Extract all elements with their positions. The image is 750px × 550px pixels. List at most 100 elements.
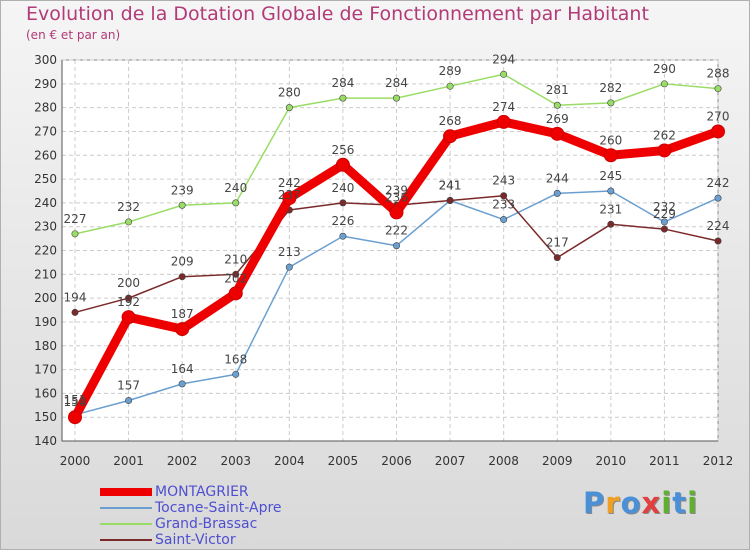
y-tick-label: 150 [34,410,57,424]
logo-letter: i [661,486,673,520]
logo-letter: P [583,486,606,520]
y-tick-label: 200 [34,291,57,305]
point-grand-brassac [553,101,561,109]
legend-swatch-montagrier [100,488,152,496]
point-grand-brassac [660,80,668,88]
x-tick-label: 2008 [488,454,519,468]
data-label-montagrier: 192 [117,295,140,309]
point-grand-brassac [500,70,508,78]
y-tick-label: 210 [34,267,57,281]
data-label-saint-victor: 231 [599,202,622,216]
point-montagrier [228,286,243,301]
data-label-tocane-saint-apre: 213 [278,245,301,259]
point-montagrier [335,157,350,172]
x-tick-label: 2005 [328,454,359,468]
y-tick-label: 190 [34,315,57,329]
data-label-grand-brassac: 239 [171,183,194,197]
data-label-tocane-saint-apre: 245 [599,169,622,183]
point-montagrier [282,191,297,206]
point-grand-brassac [232,199,240,207]
point-saint-victor [339,199,347,207]
data-label-montagrier: 274 [492,100,515,114]
legend-item-montagrier: MONTAGRIER [100,484,282,500]
point-montagrier [443,129,458,144]
point-tocane-saint-apre [500,216,508,224]
point-tocane-saint-apre [392,242,400,250]
point-saint-victor [553,254,561,262]
y-tick-label: 240 [34,196,57,210]
data-label-grand-brassac: 289 [439,64,462,78]
legend-label-montagrier: MONTAGRIER [155,484,249,500]
data-label-grand-brassac: 282 [599,81,622,95]
data-label-tocane-saint-apre: 164 [171,362,194,376]
legend: MONTAGRIER Tocane-Saint-Apre Grand-Brass… [100,484,282,548]
y-tick-label: 140 [34,434,57,448]
data-label-tocane-saint-apre: 222 [385,224,408,238]
point-saint-victor [446,196,454,204]
data-label-saint-victor: 194 [64,290,87,304]
point-saint-victor [178,273,186,281]
data-label-tocane-saint-apre: 241 [439,178,462,192]
grid [61,59,719,442]
data-label-saint-victor: 210 [224,252,247,266]
legend-item-saint-victor: Saint-Victor [100,532,282,548]
data-label-grand-brassac: 232 [117,200,140,214]
value-labels: 227 232 239 240 280 284 284 289 294 281 282 290 288 1… [64,52,730,409]
point-tocane-saint-apre [285,263,293,271]
data-label-grand-brassac: 227 [64,212,87,226]
x-tick-label: 2001 [113,454,144,468]
data-label-tocane-saint-apre: 151 [64,393,87,407]
x-tick-label: 2003 [220,454,251,468]
data-label-grand-brassac: 290 [653,62,676,76]
data-label-saint-victor: 200 [117,276,140,290]
legend-label-grand-brassac: Grand-Brassac [155,516,258,532]
point-grand-brassac [446,82,454,90]
point-tocane-saint-apre [232,370,240,378]
data-label-montagrier: 269 [546,112,569,126]
legend-swatch-tocane [100,507,152,509]
data-label-montagrier: 270 [707,109,730,123]
point-grand-brassac [125,218,133,226]
point-montagrier [603,148,618,163]
proxiti-logo: Proxiti [583,486,698,520]
legend-item-tocane: Tocane-Saint-Apre [100,500,282,516]
y-tick-label: 270 [34,124,57,138]
point-grand-brassac [71,230,79,238]
data-label-grand-brassac: 294 [492,52,515,66]
point-saint-victor [500,192,508,200]
x-tick-label: 2012 [703,454,734,468]
data-label-grand-brassac: 288 [707,67,730,81]
data-label-montagrier: 256 [331,143,354,157]
point-montagrier [175,322,190,337]
legend-swatch-saint-victor [100,539,152,541]
data-label-tocane-saint-apre: 157 [117,379,140,393]
x-tick-label: 2009 [542,454,573,468]
point-saint-victor [232,270,240,278]
data-label-montagrier: 242 [278,176,301,190]
data-label-saint-victor: 229 [653,207,676,221]
point-tocane-saint-apre [607,187,615,195]
data-label-saint-victor: 239 [385,183,408,197]
point-grand-brassac [178,201,186,209]
point-tocane-saint-apre [339,232,347,240]
data-label-montagrier: 260 [599,133,622,147]
point-tocane-saint-apre [178,380,186,388]
data-label-grand-brassac: 284 [385,76,408,90]
y-tick-label: 170 [34,363,57,377]
data-label-saint-victor: 243 [492,174,515,188]
data-label-tocane-saint-apre: 168 [224,352,247,366]
data-label-saint-victor: 217 [546,236,569,250]
legend-swatch-grand-brassac [100,523,152,525]
data-label-saint-victor: 241 [439,178,462,192]
data-label-montagrier: 150 [64,395,87,409]
data-label-grand-brassac: 240 [224,181,247,195]
data-label-saint-victor: 224 [707,219,730,233]
y-tick-label: 250 [34,172,57,186]
data-label-montagrier: 268 [439,114,462,128]
x-tick-label: 2011 [649,454,680,468]
point-saint-victor [607,220,615,228]
y-tick-label: 300 [34,53,57,67]
data-label-tocane-saint-apre: 232 [653,200,676,214]
point-saint-victor [714,237,722,245]
